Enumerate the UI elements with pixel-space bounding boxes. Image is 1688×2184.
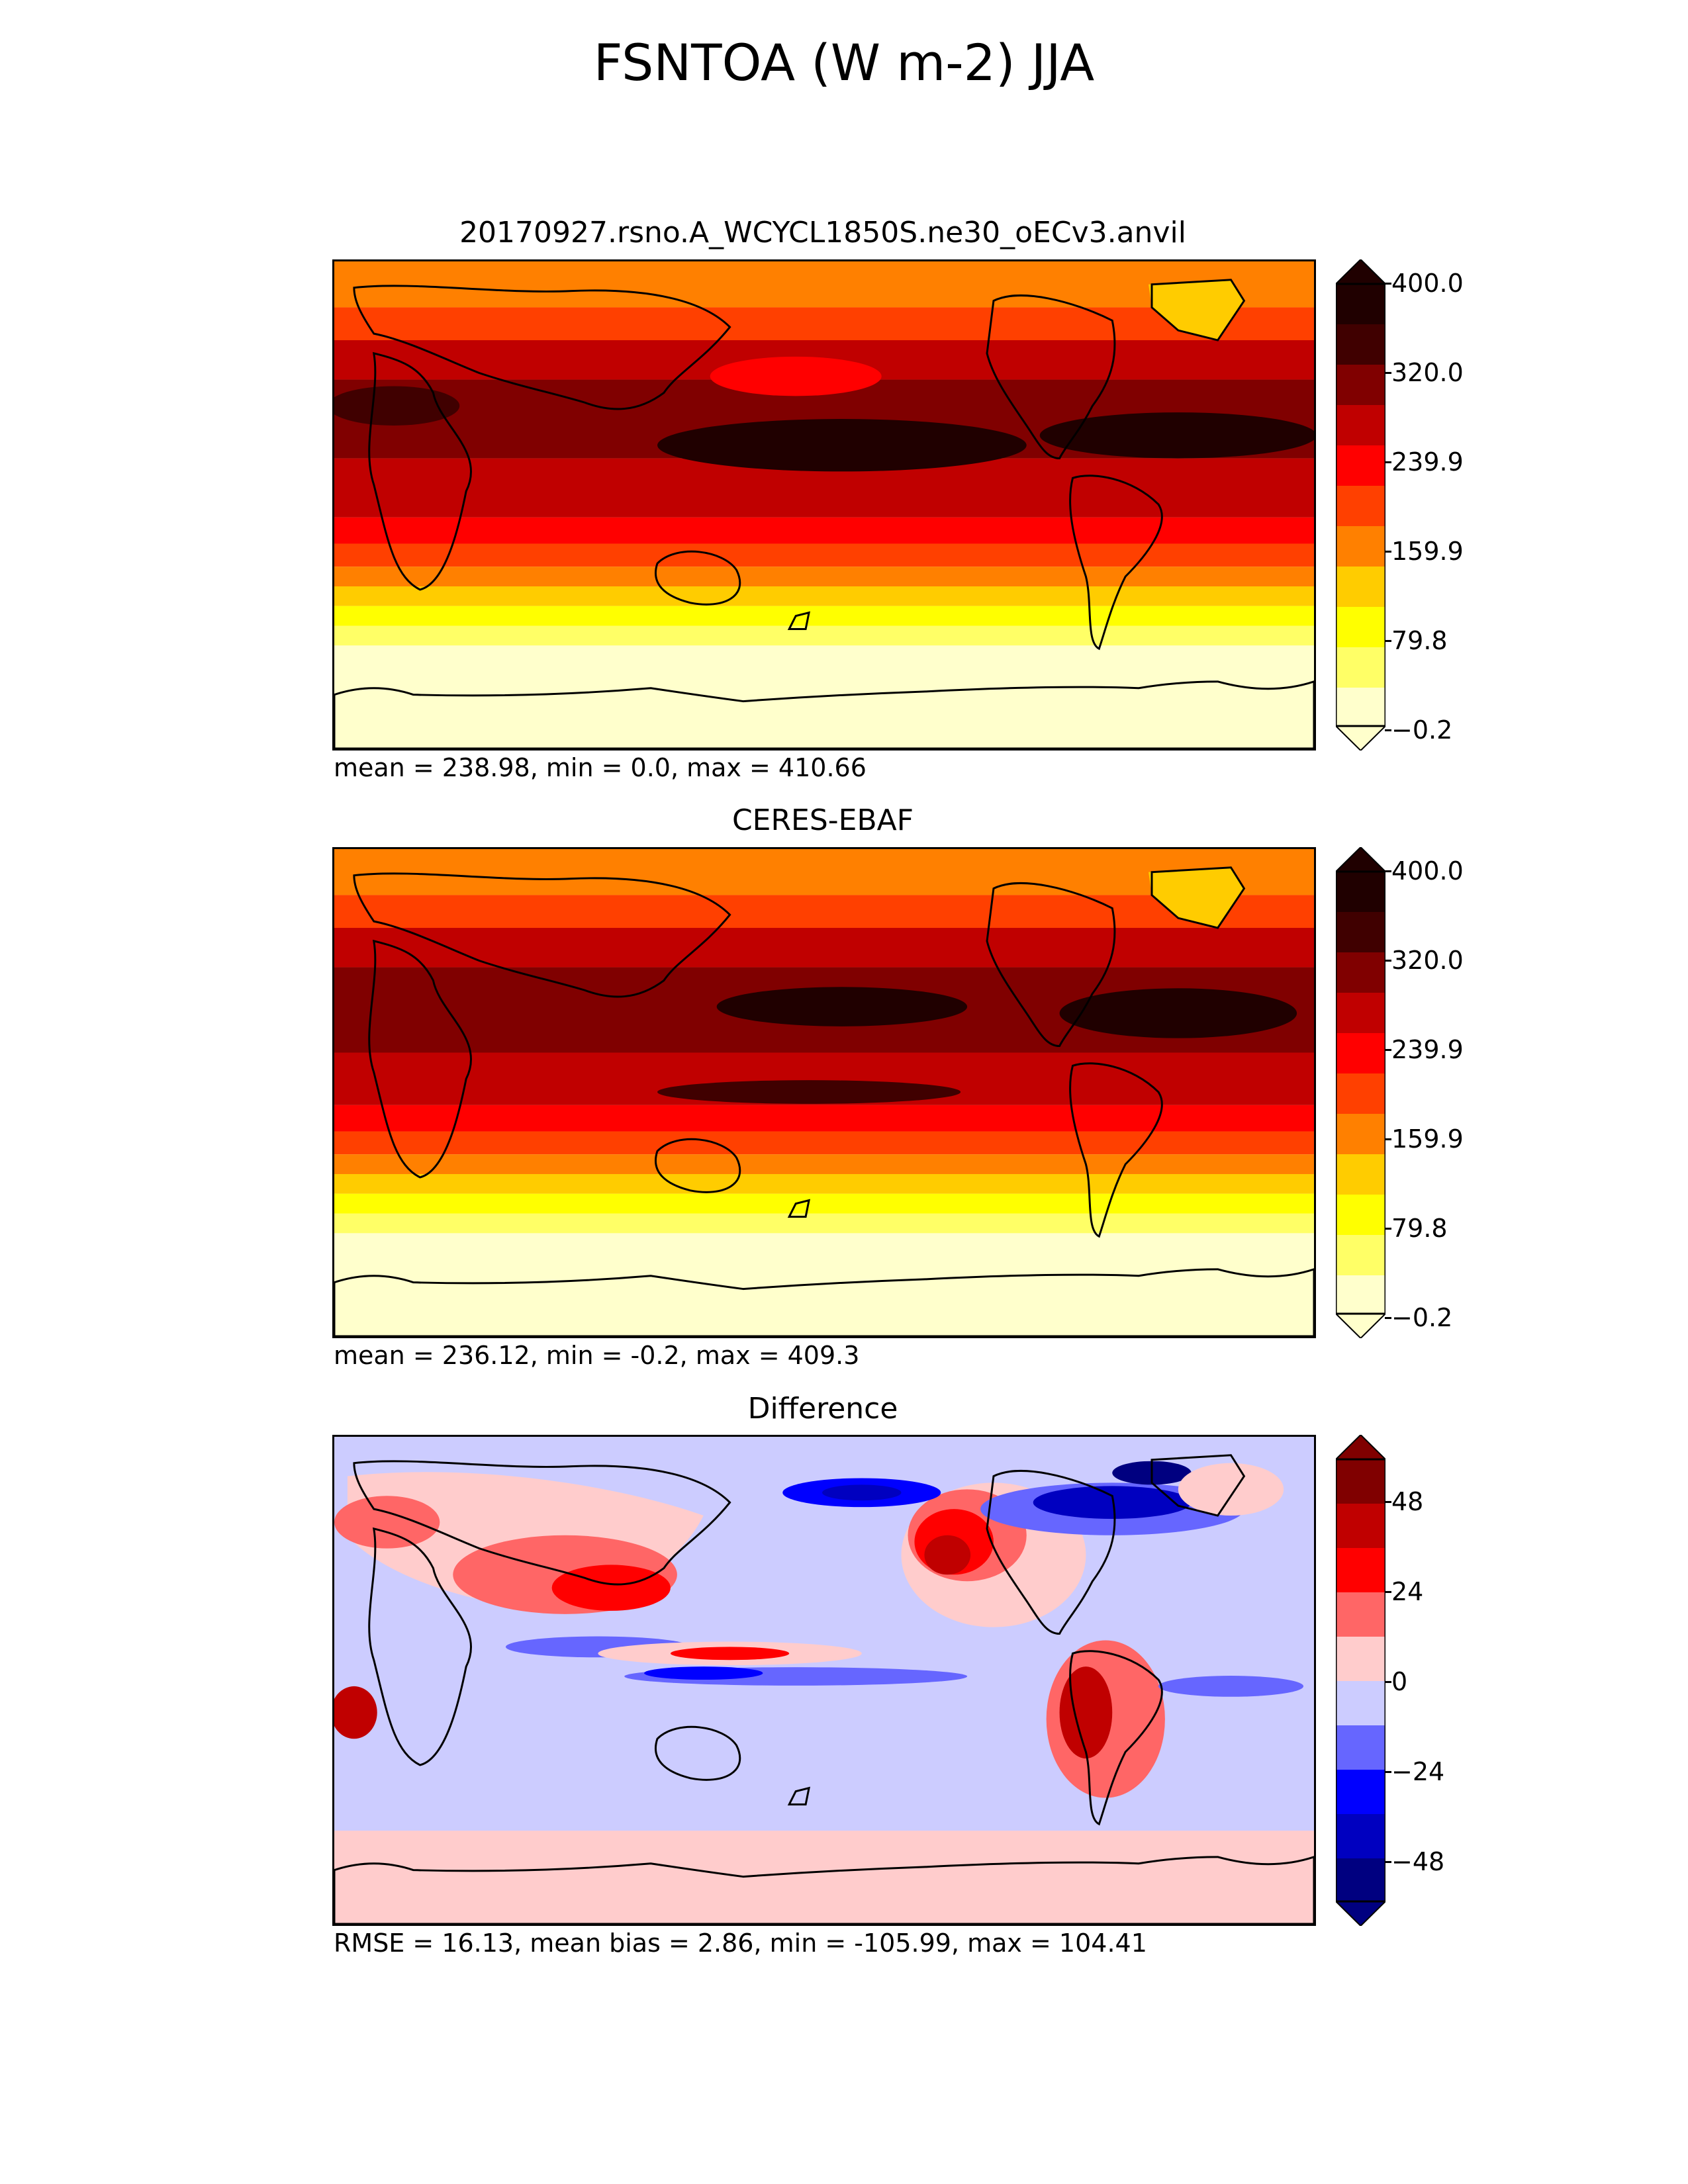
panel-2-colorbar bbox=[1336, 847, 1385, 1338]
panel-3-map bbox=[332, 1435, 1316, 1926]
panel-1-colorbar-tick: 239.9 bbox=[1385, 447, 1464, 477]
panel-3-title: Difference bbox=[747, 1392, 898, 1426]
figure-title: FSNTOA (W m-2) JJA bbox=[593, 33, 1095, 92]
panel-2-colorbar-tick: 239.9 bbox=[1385, 1035, 1464, 1064]
panel-1-colorbar-tick: 159.9 bbox=[1385, 537, 1464, 566]
panel-1-colorbar bbox=[1336, 259, 1385, 751]
panel-1-colorbar-tick: 320.0 bbox=[1385, 358, 1464, 387]
panel-1-colorbar-tick: 79.8 bbox=[1385, 626, 1448, 655]
panel-3-colorbar-tick: −24 bbox=[1384, 1757, 1445, 1786]
panel-3-colorbar-tick: −48 bbox=[1384, 1847, 1445, 1876]
panel-2-title: CERES-EBAF bbox=[731, 803, 914, 837]
panel-1-map bbox=[332, 259, 1316, 751]
panel-2-stats: mean = 236.12, min = -0.2, max = 409.3 bbox=[334, 1341, 860, 1370]
panel-2-colorbar-tick: 320.0 bbox=[1385, 946, 1464, 975]
panel-2-colorbar-tick: 400.0 bbox=[1385, 856, 1464, 886]
panel-3-colorbar bbox=[1336, 1435, 1385, 1926]
panel-1-stats: mean = 238.98, min = 0.0, max = 410.66 bbox=[334, 753, 867, 782]
panel-1-title: 20170927.rsno.A_WCYCL1850S.ne30_oECv3.an… bbox=[459, 216, 1186, 250]
panel-3-colorbar-tick: 48 bbox=[1384, 1487, 1424, 1516]
panel-2-colorbar-tick: 159.9 bbox=[1385, 1124, 1464, 1154]
panel-3-stats: RMSE = 16.13, mean bias = 2.86, min = -1… bbox=[334, 1929, 1147, 1958]
panel-1-colorbar-tick: 400.0 bbox=[1385, 269, 1464, 298]
panel-1-colorbar-tick: −0.2 bbox=[1384, 715, 1453, 745]
panel-2-colorbar-tick: 79.8 bbox=[1385, 1214, 1448, 1243]
panel-3-colorbar-tick: 0 bbox=[1384, 1667, 1408, 1696]
panel-2-colorbar-tick: −0.2 bbox=[1384, 1303, 1453, 1332]
panel-2-map bbox=[332, 847, 1316, 1338]
panel-3-colorbar-tick: 24 bbox=[1384, 1577, 1424, 1606]
